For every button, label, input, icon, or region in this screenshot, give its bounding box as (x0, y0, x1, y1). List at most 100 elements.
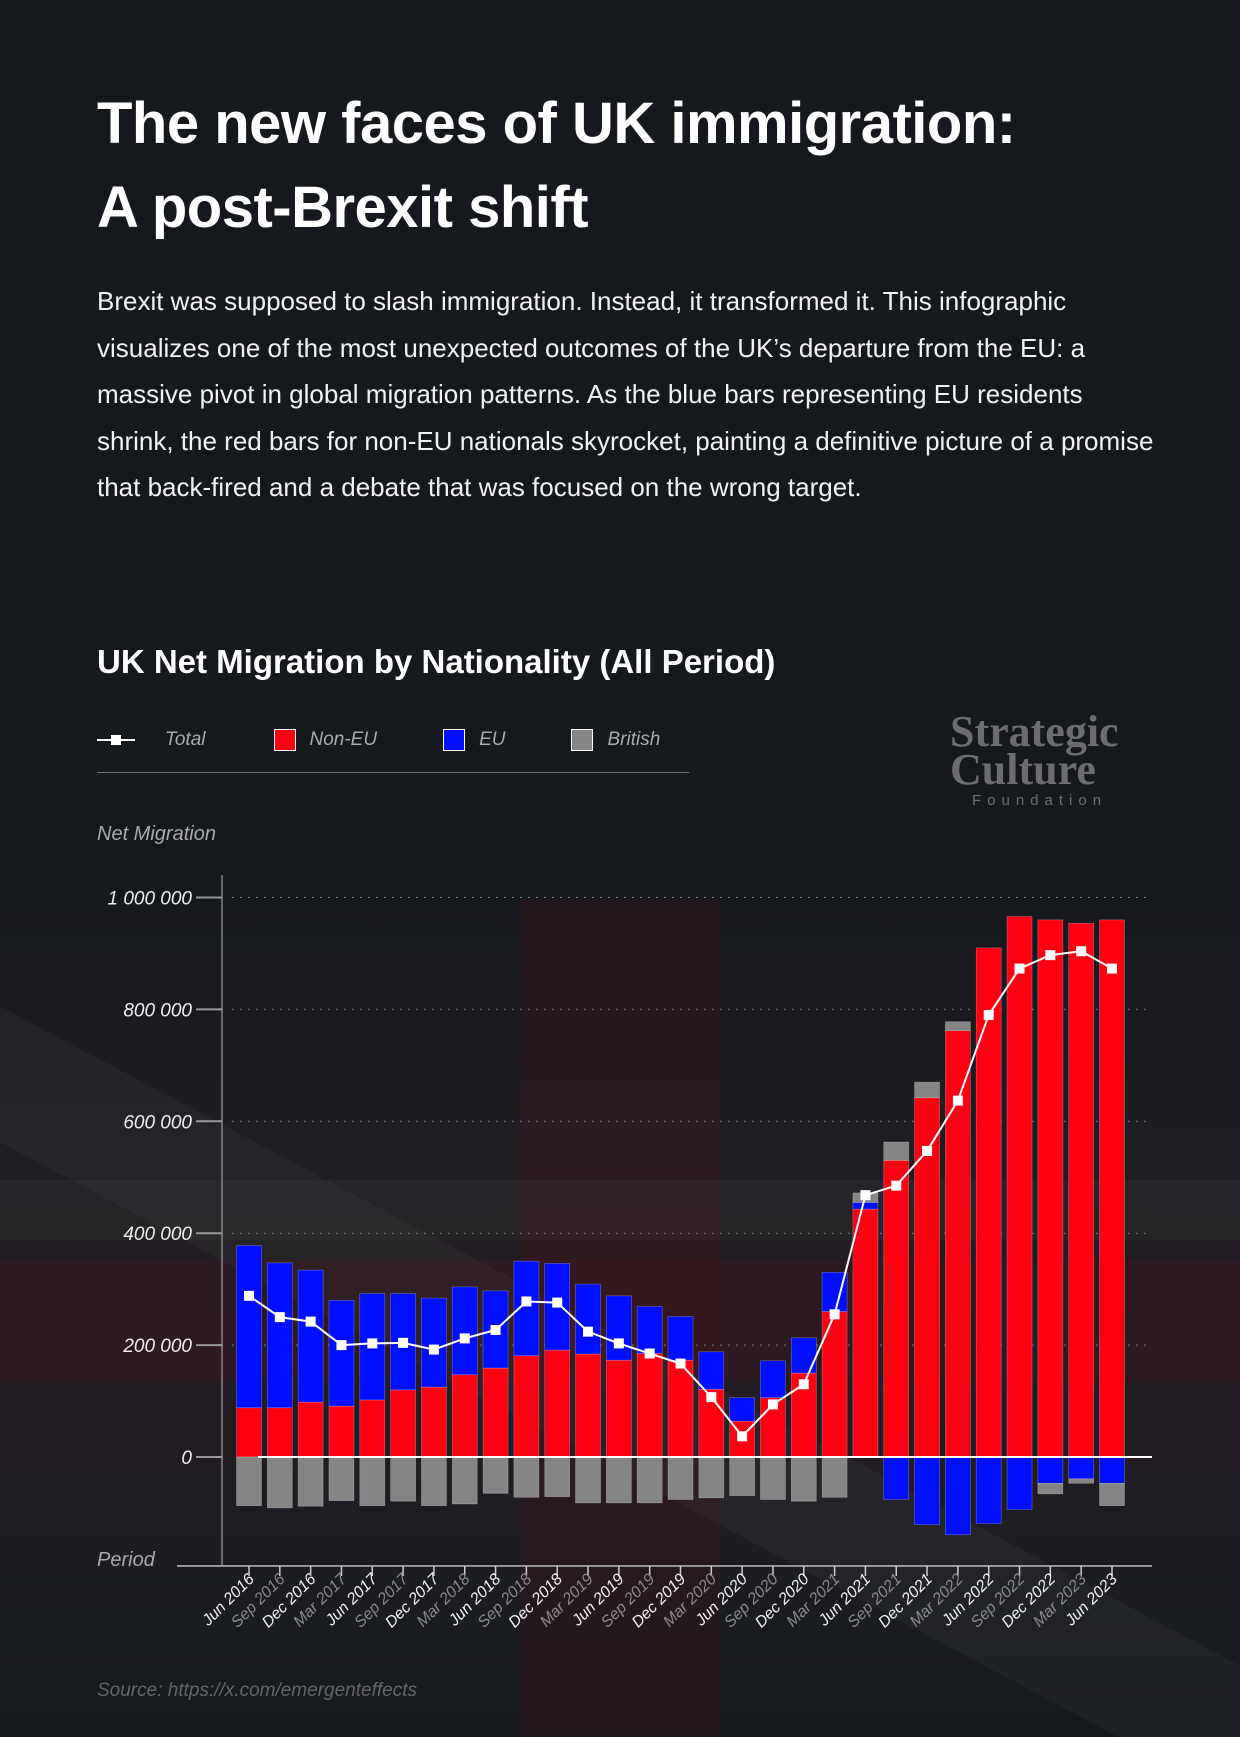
total-marker (1045, 950, 1056, 961)
source-note: Source: https://x.com/emergenteffects (97, 1680, 417, 1701)
total-marker (675, 1358, 686, 1369)
bar-british (421, 1456, 447, 1506)
total-marker (490, 1324, 501, 1335)
bar-eu (606, 1295, 632, 1361)
bar-non-eu (667, 1359, 694, 1458)
bar-british (267, 1456, 293, 1509)
total-marker (398, 1337, 409, 1348)
total-marker (336, 1340, 347, 1351)
page-title: The new faces of UK immigration: A post-… (97, 82, 1016, 250)
bar-non-eu (821, 1311, 848, 1458)
bar-british (790, 1456, 817, 1502)
bar-eu (1068, 1456, 1094, 1480)
logo: Strategic Culture Foundation (950, 707, 1150, 810)
total-marker (644, 1348, 655, 1359)
total-marker (1076, 946, 1087, 957)
bar-non-eu (236, 1407, 262, 1458)
bar-non-eu (1068, 922, 1094, 1458)
bar-eu (852, 1202, 879, 1210)
legend: Total Non-EU EU British (97, 726, 704, 754)
bar-british (636, 1456, 663, 1504)
bar-non-eu (883, 1160, 910, 1458)
logo-line-1: Strategic (950, 707, 1119, 756)
bar-british (729, 1456, 755, 1496)
y-tick-label: 400 000 (123, 1224, 192, 1245)
bar-british (328, 1456, 355, 1501)
bar-british (1099, 1482, 1125, 1506)
total-marker (305, 1316, 316, 1327)
bar-non-eu (390, 1389, 416, 1458)
bar-british (914, 1081, 940, 1099)
bar-non-eu (482, 1367, 509, 1458)
y-axis-label: Net Migration (97, 823, 216, 845)
total-marker (798, 1379, 809, 1390)
y-tick-label: 200 000 (122, 1336, 192, 1357)
legend-label: EU (479, 729, 506, 750)
bar-non-eu (267, 1407, 293, 1458)
title-line-1: The new faces of UK immigration: (97, 91, 1016, 156)
bar-non-eu (1037, 919, 1064, 1458)
bar-non-eu (359, 1399, 386, 1458)
total-marker (983, 1009, 994, 1020)
bar-british (760, 1456, 786, 1500)
y-tick-label: 800 000 (123, 1000, 192, 1021)
bar-eu (267, 1262, 293, 1409)
bar-eu (1099, 1456, 1125, 1484)
y-tick-label: 600 000 (123, 1112, 192, 1133)
legend-label: Total (165, 729, 206, 750)
bar-non-eu (852, 1208, 879, 1458)
bar-non-eu (636, 1353, 663, 1458)
bar-british (945, 1021, 971, 1031)
total-marker (1107, 963, 1117, 974)
legend-item-eu: EU (443, 729, 505, 751)
total-marker (1014, 963, 1025, 974)
bar-british (544, 1456, 571, 1498)
title-line-2: A post-Brexit shift (97, 175, 589, 240)
bar-eu (729, 1397, 755, 1422)
total-marker (552, 1297, 563, 1308)
bar-british (698, 1456, 725, 1499)
total-marker (737, 1431, 748, 1442)
bar-british (1037, 1482, 1064, 1495)
intro-paragraph: Brexit was supposed to slash immigration… (97, 286, 1154, 502)
bar-british (1068, 1478, 1094, 1484)
bar-non-eu (513, 1355, 540, 1458)
bar-eu (575, 1283, 601, 1355)
swatch-icon (571, 729, 594, 751)
y-tick-label: 1 000 000 (107, 889, 192, 910)
bar-non-eu (544, 1349, 571, 1458)
bar-non-eu (297, 1401, 324, 1458)
bar-non-eu (575, 1353, 601, 1458)
line-marker-icon (97, 735, 135, 745)
logo-line-3: Foundation (972, 792, 1108, 809)
total-marker (891, 1180, 902, 1191)
total-marker (274, 1312, 285, 1323)
total-marker (428, 1344, 439, 1355)
total-marker (367, 1338, 378, 1349)
bar-eu (1037, 1456, 1064, 1484)
bar-eu (451, 1286, 478, 1376)
bar-non-eu (1099, 919, 1125, 1458)
bar-british (390, 1456, 416, 1502)
total-marker (767, 1399, 778, 1410)
bar-eu (1006, 1456, 1033, 1510)
total-marker (459, 1333, 470, 1344)
bar-british (821, 1456, 848, 1498)
bar-eu (636, 1306, 663, 1354)
total-marker (952, 1095, 963, 1106)
bar-non-eu (451, 1374, 478, 1458)
bar-british (451, 1456, 478, 1505)
total-marker (829, 1309, 840, 1320)
bar-british (513, 1456, 540, 1498)
legend-item-total: Total (97, 729, 206, 751)
bar-non-eu (328, 1405, 355, 1458)
total-marker (706, 1392, 717, 1403)
bar-british (482, 1456, 509, 1494)
bar-british (575, 1456, 601, 1504)
bar-non-eu (914, 1097, 940, 1458)
bar-eu (914, 1456, 940, 1525)
bar-eu (883, 1456, 910, 1500)
legend-item-non-eu: Non-EU (273, 729, 377, 751)
bar-british (359, 1456, 386, 1506)
legend-divider (97, 772, 689, 773)
